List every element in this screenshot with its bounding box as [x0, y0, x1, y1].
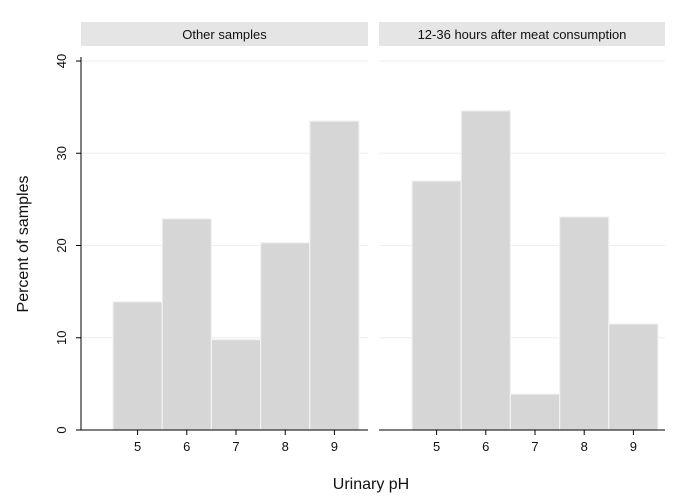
panel-2: 12-36 hours after meat consumption 5 6 7 8 9 — [379, 22, 665, 454]
x-tick-label: 7 — [531, 439, 538, 454]
x-axis-title: Urinary pH — [333, 476, 409, 493]
bar-6 — [460, 110, 512, 431]
panel-strip — [81, 22, 368, 46]
bar-8 — [260, 242, 311, 431]
x-tick-label: 6 — [482, 439, 489, 454]
y-tick-label: 0 — [54, 426, 69, 433]
y-tick-label: 10 — [54, 331, 69, 345]
panel-strip-title: Other samples — [182, 27, 267, 42]
x-tick-label: 8 — [581, 439, 588, 454]
bar-7 — [210, 338, 262, 431]
panel-strip-title: 12-36 hours after meat consumption — [418, 27, 627, 42]
bar-8 — [558, 216, 610, 431]
bar-7 — [509, 393, 561, 431]
y-tick-label: 40 — [54, 54, 69, 68]
y-tick-label: 30 — [54, 146, 69, 160]
panel-strip — [379, 22, 665, 46]
x-tick-label: 8 — [282, 439, 289, 454]
bar-9 — [309, 120, 360, 431]
x-tick-label: 6 — [183, 439, 190, 454]
x-tick-label: 5 — [134, 439, 141, 454]
bar-6 — [161, 218, 212, 431]
panel-1: Other samples 5 6 7 8 9 — [81, 22, 368, 454]
bar-9 — [608, 323, 659, 431]
x-tick-label: 9 — [630, 439, 637, 454]
x-tick-label: 5 — [433, 439, 440, 454]
bar-5 — [411, 180, 462, 431]
x-tick-label: 7 — [232, 439, 239, 454]
bar-5 — [112, 301, 163, 431]
y-axis: 0 10 20 30 40 — [54, 54, 82, 434]
y-axis-title: Percent of samples — [15, 176, 32, 313]
y-tick-label: 20 — [54, 238, 69, 252]
x-tick-label: 9 — [331, 439, 338, 454]
